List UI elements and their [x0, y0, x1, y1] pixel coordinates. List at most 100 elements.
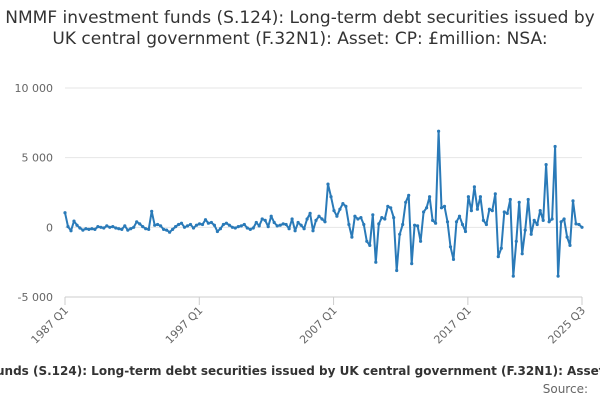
data-point[interactable] — [383, 217, 387, 221]
data-point[interactable] — [287, 227, 291, 231]
data-point[interactable] — [185, 224, 190, 228]
data-point[interactable] — [126, 228, 130, 232]
data-point[interactable] — [177, 222, 181, 227]
data-point[interactable] — [212, 223, 216, 227]
data-point[interactable] — [129, 227, 133, 231]
data-point[interactable] — [144, 227, 148, 231]
data-point[interactable] — [266, 225, 270, 229]
data-point[interactable] — [156, 222, 160, 227]
data-point[interactable] — [108, 225, 112, 229]
data-point[interactable] — [314, 218, 318, 222]
data-point[interactable] — [475, 207, 479, 211]
data-point[interactable] — [404, 200, 408, 204]
data-point[interactable] — [389, 206, 393, 210]
data-point[interactable] — [401, 222, 405, 227]
data-point[interactable] — [72, 219, 76, 223]
data-point[interactable] — [526, 197, 530, 202]
data-point[interactable] — [395, 268, 399, 273]
data-point[interactable] — [428, 195, 432, 199]
data-point[interactable] — [182, 225, 187, 229]
data-point[interactable] — [290, 217, 294, 221]
data-point[interactable] — [96, 225, 100, 229]
data-point[interactable] — [413, 223, 417, 227]
data-point[interactable] — [278, 223, 282, 227]
data-point[interactable] — [451, 257, 456, 261]
data-point[interactable] — [437, 129, 441, 133]
data-point[interactable] — [535, 222, 539, 227]
data-point[interactable] — [132, 225, 136, 229]
data-point[interactable] — [99, 225, 103, 229]
data-point[interactable] — [341, 202, 345, 206]
data-point[interactable] — [490, 209, 494, 213]
data-point[interactable] — [368, 243, 372, 247]
data-point[interactable] — [374, 260, 378, 264]
data-point[interactable] — [565, 235, 569, 239]
data-point[interactable] — [179, 221, 184, 225]
data-point[interactable] — [260, 217, 264, 221]
data-point[interactable] — [191, 226, 196, 230]
data-point[interactable] — [505, 211, 509, 215]
data-point[interactable] — [296, 220, 300, 225]
data-point[interactable] — [484, 222, 488, 227]
data-point[interactable] — [105, 224, 109, 228]
data-point[interactable] — [93, 227, 97, 231]
data-point[interactable] — [197, 222, 202, 226]
data-point[interactable] — [481, 218, 485, 222]
data-point[interactable] — [511, 274, 515, 278]
data-point[interactable] — [230, 225, 234, 229]
data-point[interactable] — [117, 227, 121, 231]
data-point[interactable] — [523, 228, 527, 232]
data-point[interactable] — [571, 199, 575, 203]
data-point[interactable] — [111, 225, 115, 229]
data-point[interactable] — [556, 274, 560, 278]
data-point[interactable] — [138, 222, 142, 226]
data-point[interactable] — [335, 214, 339, 218]
legend-item-label[interactable]: NMMF investment funds (S.124): Long-term… — [0, 364, 600, 378]
data-point[interactable] — [338, 207, 342, 211]
data-point[interactable] — [251, 226, 255, 230]
data-point[interactable] — [529, 232, 533, 236]
data-point[interactable] — [550, 217, 554, 221]
data-point[interactable] — [284, 222, 288, 227]
data-point[interactable] — [520, 252, 524, 256]
data-point[interactable] — [120, 227, 124, 231]
data-point[interactable] — [422, 210, 426, 214]
data-point[interactable] — [159, 224, 163, 228]
data-point[interactable] — [269, 214, 273, 218]
data-point[interactable] — [371, 213, 375, 217]
data-point[interactable] — [236, 225, 240, 229]
data-point[interactable] — [281, 222, 285, 226]
data-point[interactable] — [553, 144, 557, 149]
data-point[interactable] — [466, 195, 470, 199]
data-point[interactable] — [165, 228, 169, 232]
data-point[interactable] — [568, 243, 572, 247]
data-point[interactable] — [245, 226, 249, 230]
data-point[interactable] — [114, 226, 118, 230]
data-point[interactable] — [434, 221, 438, 225]
data-point[interactable] — [532, 218, 536, 222]
data-point[interactable] — [350, 235, 354, 239]
data-point[interactable] — [102, 226, 106, 230]
data-point[interactable] — [90, 227, 94, 231]
data-point[interactable] — [81, 228, 85, 232]
data-point[interactable] — [317, 214, 321, 218]
data-point[interactable] — [332, 209, 336, 213]
data-point[interactable] — [457, 214, 462, 218]
data-point[interactable] — [174, 225, 178, 229]
data-point[interactable] — [299, 223, 303, 227]
data-point[interactable] — [242, 222, 246, 227]
data-point[interactable] — [188, 222, 193, 227]
data-point[interactable] — [227, 223, 231, 227]
data-point[interactable] — [254, 220, 258, 225]
data-point[interactable] — [272, 220, 276, 225]
data-point[interactable] — [547, 220, 551, 224]
data-point[interactable] — [311, 229, 315, 233]
data-point[interactable] — [150, 209, 154, 213]
data-point[interactable] — [200, 222, 205, 227]
data-point[interactable] — [377, 222, 381, 226]
data-point[interactable] — [308, 211, 312, 215]
data-point[interactable] — [460, 222, 465, 227]
data-point[interactable] — [302, 227, 306, 231]
data-point[interactable] — [514, 239, 518, 243]
data-point[interactable] — [538, 209, 542, 213]
